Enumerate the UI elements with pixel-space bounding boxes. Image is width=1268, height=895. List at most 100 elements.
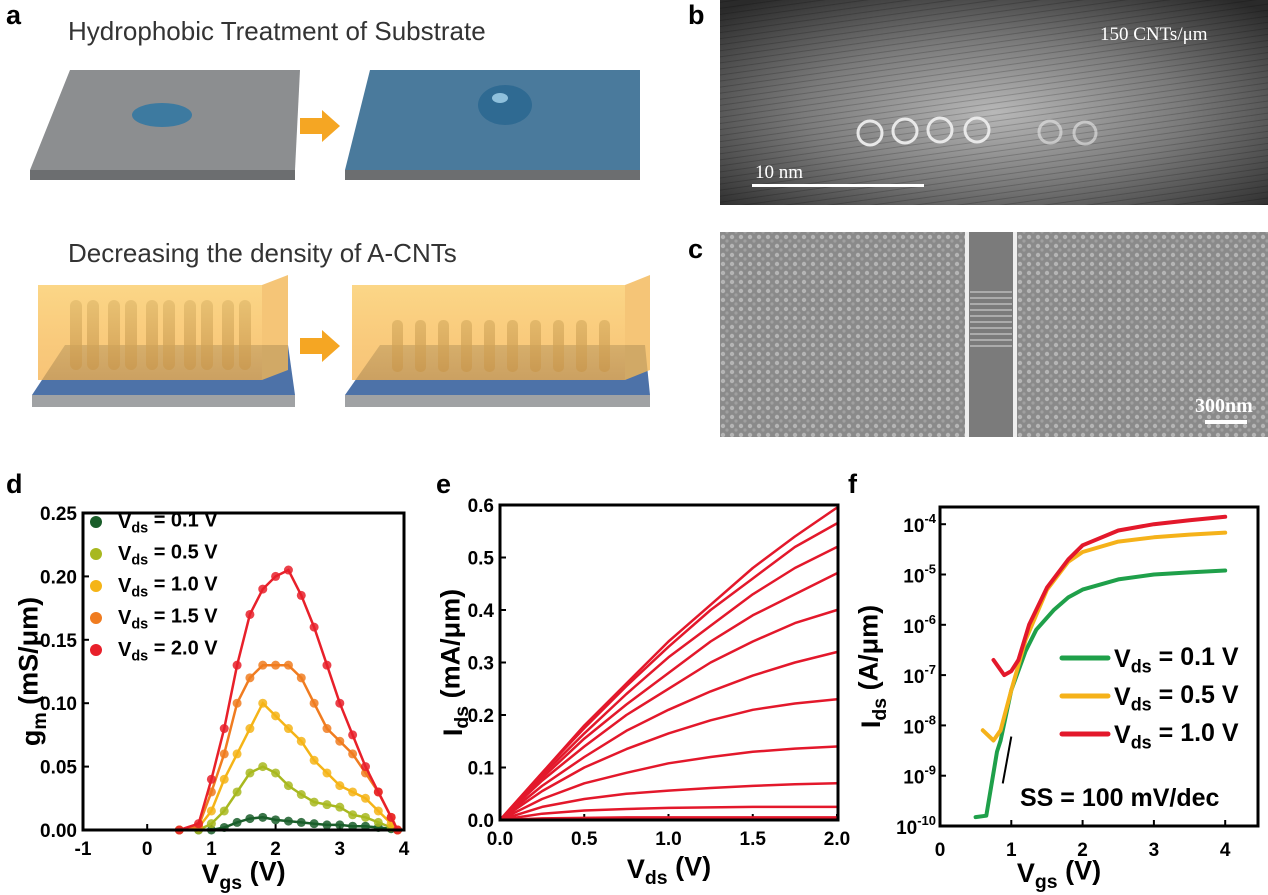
- data-point: [360, 821, 370, 831]
- data-point: [219, 724, 229, 734]
- legend-label: Vds = 0.1 V: [1114, 643, 1239, 677]
- transfer-curve: [980, 530, 1228, 743]
- y-tick-label: 0.2: [468, 706, 494, 727]
- chart-d-transconductance: -1 0 1 2 3 4 0.00 0.05 0.10 0.15 0.20 0.25 Vds = 0.1…: [14, 504, 410, 894]
- x-tick-label: 3: [335, 839, 346, 860]
- data-point: [296, 736, 306, 746]
- x-tick-label: -1: [75, 839, 92, 860]
- data-point: [335, 736, 345, 746]
- x-tick-label: 2: [1077, 840, 1088, 861]
- device-sparse-cnt: [345, 275, 650, 407]
- data-point: [245, 609, 255, 619]
- data-point: [194, 819, 204, 829]
- data-point: [245, 673, 255, 683]
- data-point: [348, 810, 358, 820]
- x-tick-label: 0: [935, 840, 946, 861]
- x-tick-label: 2: [270, 839, 281, 860]
- y-tick-label: 0.20: [40, 567, 77, 588]
- data-point: [283, 660, 293, 670]
- data-point: [373, 787, 383, 797]
- data-point: [309, 622, 319, 632]
- axes-frame: [938, 505, 1260, 828]
- chart-f-transfer: 0 1 2 3 4 10-10 10-9 10-8 10-7 10-6 10-5 10-4 Vds = …: [854, 505, 1260, 893]
- y-tick-label: 0.05: [40, 758, 77, 779]
- slope-indicator: [1001, 736, 1013, 784]
- data-point: [271, 660, 281, 670]
- panel-label-c: c: [688, 234, 703, 264]
- y-tick-label: 0.4: [468, 601, 495, 622]
- data-point: [322, 724, 332, 734]
- scale-bar-label: 10 nm: [755, 162, 803, 183]
- cnt-density-label: 150 CNTs/μm: [1100, 24, 1208, 45]
- data-point: [322, 800, 332, 810]
- output-curve: [499, 572, 838, 821]
- data-point: [348, 730, 358, 740]
- x-tick-label: 4: [399, 839, 410, 860]
- y-tick-label: 10-4: [903, 511, 936, 537]
- y-tick-label: 0.15: [40, 631, 77, 652]
- arrow-icon: [300, 330, 340, 362]
- y-tick-label: 0.3: [468, 654, 494, 675]
- output-curve: [499, 522, 838, 821]
- legend-label: Vds = 1.5 V: [118, 605, 218, 632]
- axes-frame: [498, 503, 840, 822]
- scale-bar-label: 300nm: [1195, 395, 1253, 417]
- y-tick-label: 0.10: [40, 694, 77, 715]
- y-tick-label: 10-8: [903, 712, 936, 738]
- data-point: [309, 819, 319, 829]
- data-point: [258, 698, 268, 708]
- x-tick-label: 1: [1006, 840, 1017, 861]
- data-point: [232, 698, 242, 708]
- y-tick-label: 10-5: [903, 562, 936, 588]
- data-point: [283, 565, 293, 575]
- legend-marker: [90, 516, 102, 528]
- data-point: [206, 806, 216, 816]
- data-point: [245, 814, 255, 824]
- x-tick-label: 0.0: [487, 829, 513, 850]
- fit-line: [179, 663, 399, 832]
- y-tick-label: 10-10: [896, 813, 936, 839]
- panel-label-b: b: [688, 0, 705, 30]
- output-curve: [499, 782, 838, 822]
- data-point: [373, 817, 383, 827]
- data-point: [296, 817, 306, 827]
- data-point: [309, 797, 319, 807]
- output-curve: [499, 745, 838, 822]
- scale-bar: [752, 184, 924, 187]
- data-point: [348, 787, 358, 797]
- data-point: [322, 768, 332, 778]
- data-point: [219, 749, 229, 759]
- panel-a-schematic: Hydrophobic Treatment of Substrate Decre…: [30, 16, 650, 407]
- grey-substrate: [30, 70, 300, 180]
- y-axis-label: gm (mS/μm): [14, 597, 51, 746]
- output-curve: [499, 698, 838, 822]
- scale-bar: [1205, 420, 1247, 424]
- panel-label-a: a: [6, 0, 22, 30]
- data-point: [232, 787, 242, 797]
- y-tick-label: 0.5: [468, 549, 495, 570]
- x-tick-label: 0.5: [571, 829, 598, 850]
- legend-marker: [90, 612, 102, 624]
- y-tick-label: 0.6: [468, 496, 494, 517]
- data-point: [271, 768, 281, 778]
- data-point: [271, 711, 281, 721]
- fit-line: [178, 568, 399, 832]
- x-tick-label: 1.0: [655, 829, 681, 850]
- legend-label: Vds = 0.5 V: [118, 541, 218, 568]
- chart-e-output: 0.0 0.5 1.0 1.5 2.0 0.0 0.1 0.2 0.3 0.4 0.5 0.6 Vds …: [436, 496, 850, 889]
- data-point: [258, 762, 268, 772]
- arrow-icon: [300, 110, 340, 142]
- tem-image: 150 CNTs/μm 10 nm: [720, 0, 1268, 205]
- data-point: [360, 812, 370, 822]
- data-point: [283, 724, 293, 734]
- y-tick-label: 0.25: [40, 504, 77, 525]
- data-point: [296, 789, 306, 799]
- output-curve: [499, 805, 837, 822]
- device-dense-cnt: [32, 275, 295, 407]
- legend-marker: [90, 548, 102, 560]
- data-point: [219, 774, 229, 784]
- legend-label: Vds = 0.1 V: [118, 509, 218, 536]
- data-point: [232, 817, 242, 827]
- data-point: [335, 820, 345, 830]
- data-point: [348, 749, 358, 759]
